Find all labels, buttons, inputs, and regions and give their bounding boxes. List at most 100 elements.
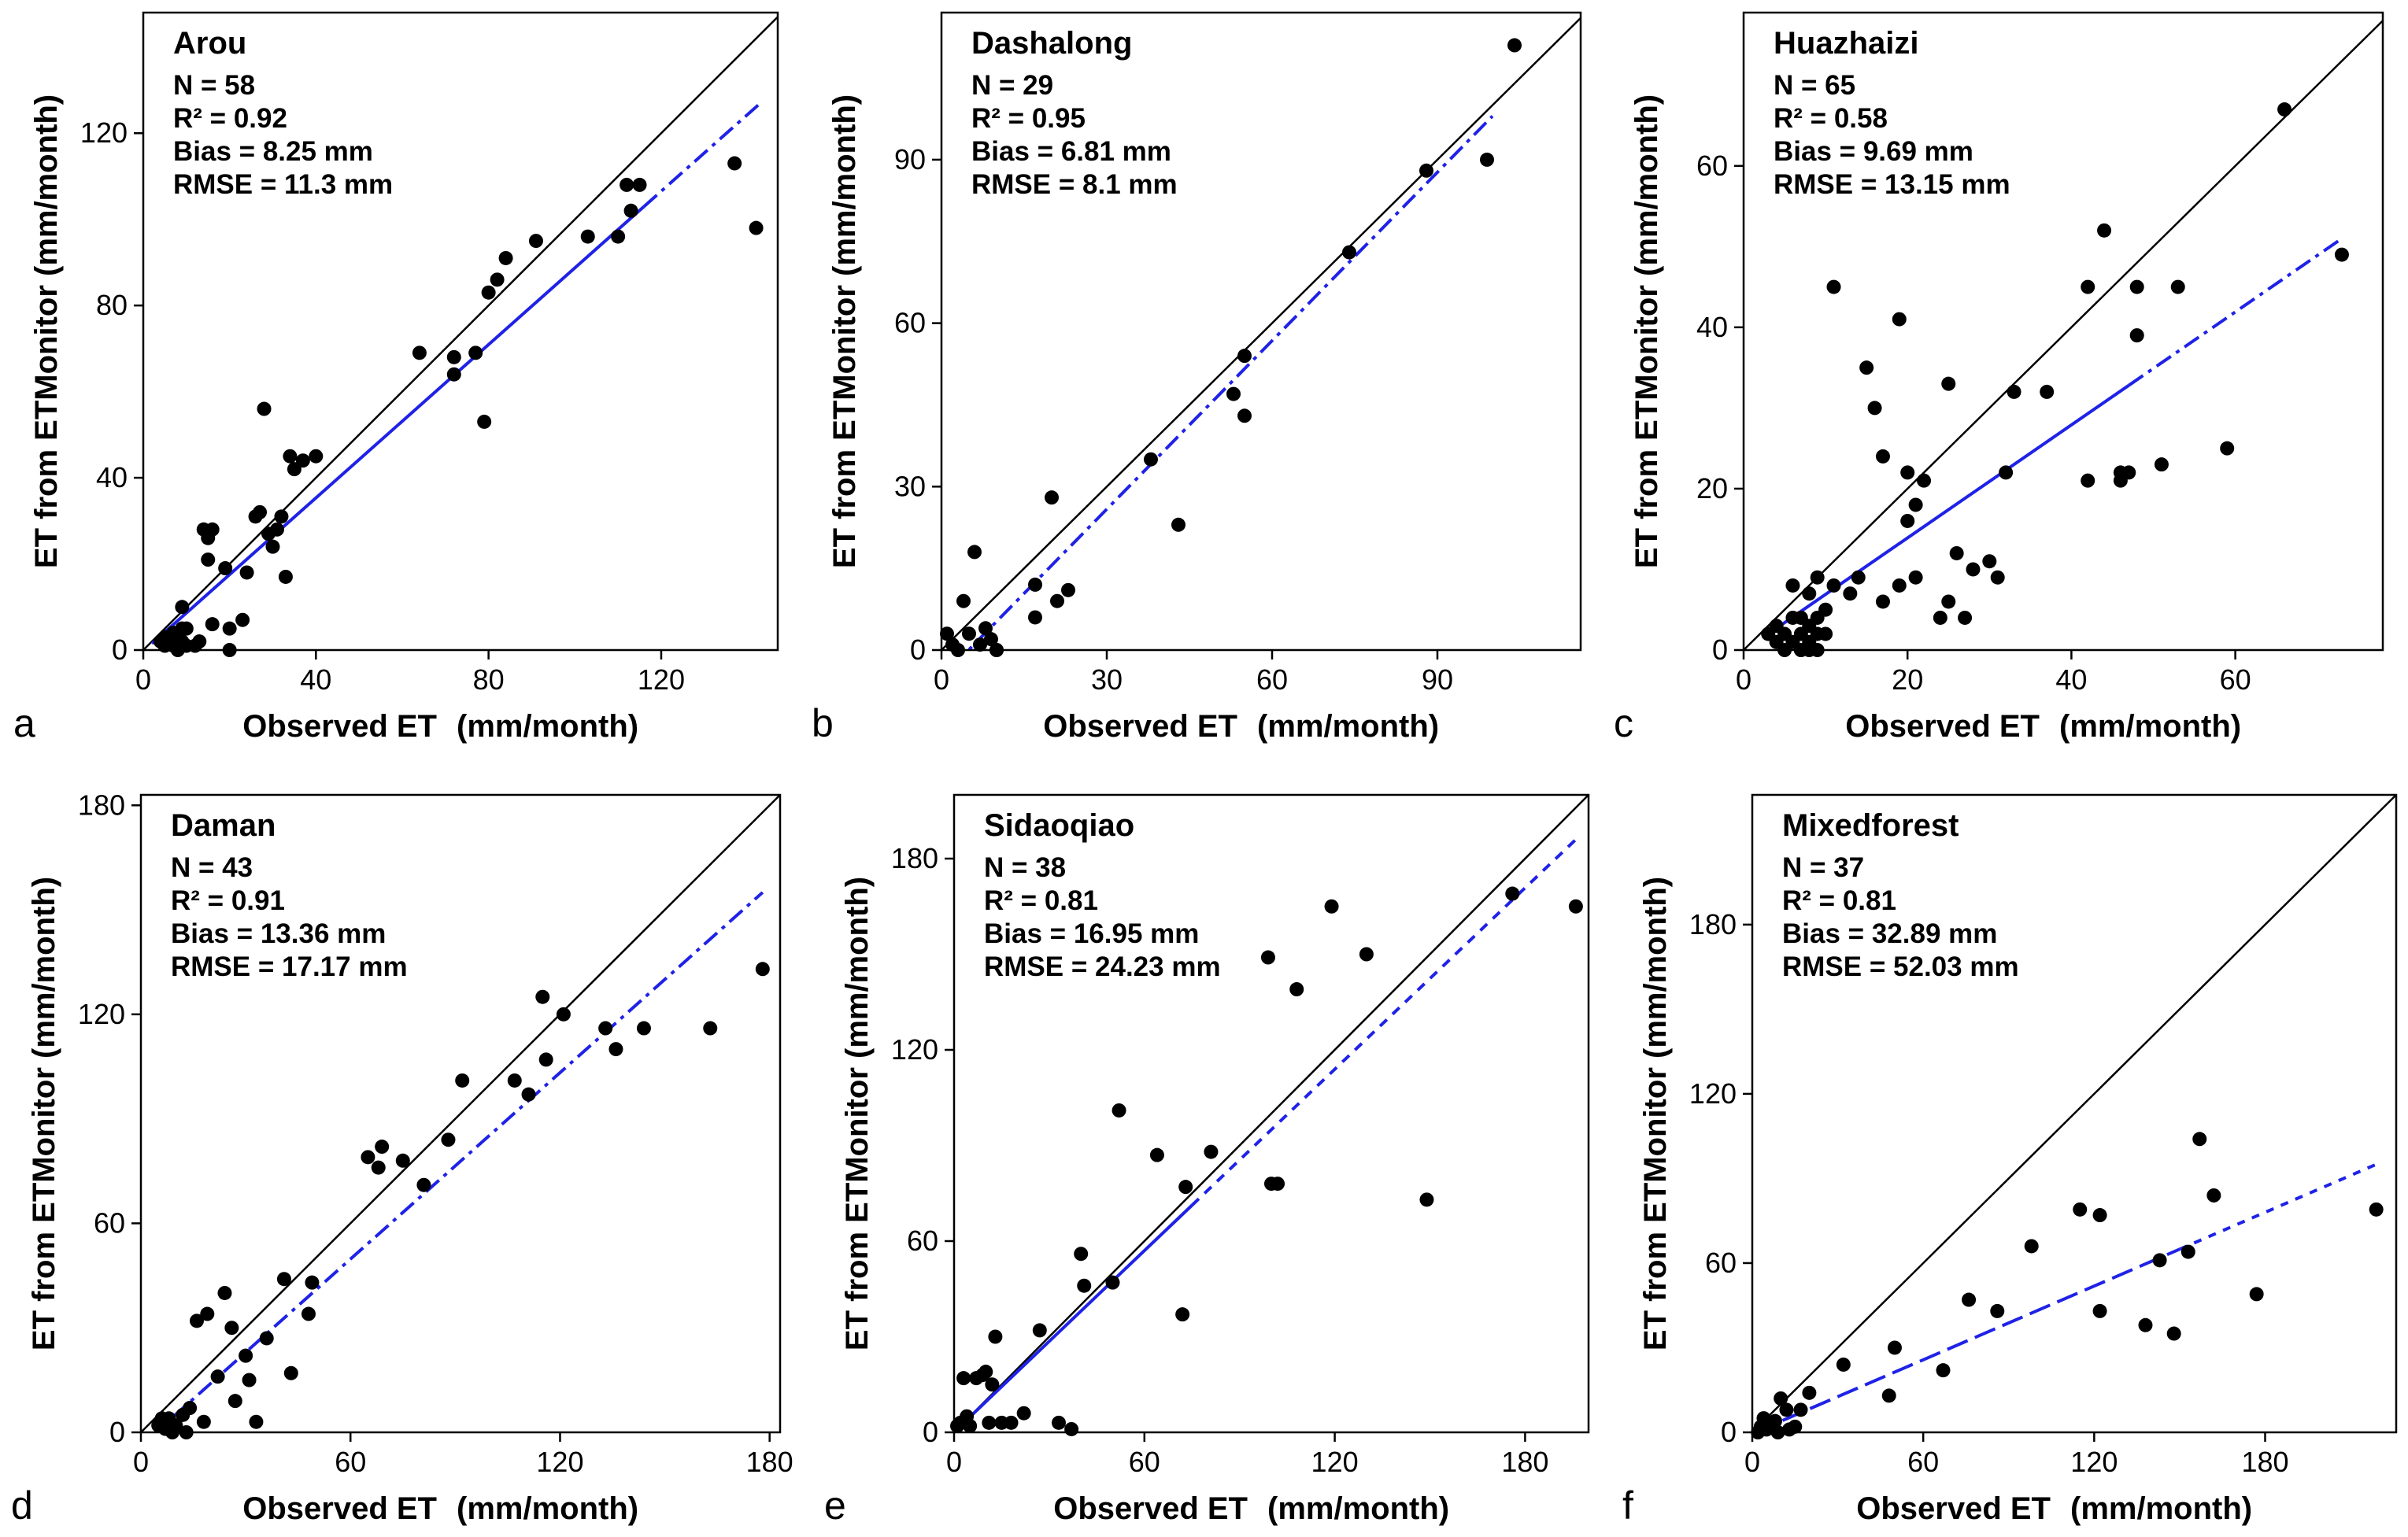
data-point <box>1204 1144 1219 1159</box>
data-point <box>978 621 993 636</box>
data-point <box>477 414 492 429</box>
x-tick-label: 20 <box>1892 663 1923 696</box>
data-point <box>416 1177 431 1192</box>
x-tick-label: 60 <box>2220 663 2251 696</box>
data-point <box>1171 517 1186 532</box>
data-point <box>205 522 220 537</box>
plot-frame <box>940 11 1582 652</box>
stat-line: RMSE = 11.3 mm <box>173 169 393 200</box>
data-point <box>1507 38 1522 53</box>
data-point <box>1908 497 1923 512</box>
y-tick-label: 60 <box>1705 1247 1737 1279</box>
x-tick-label: 60 <box>1256 663 1288 696</box>
x-tick-label: 0 <box>135 663 151 696</box>
x-tick-label: 120 <box>1311 1446 1359 1478</box>
data-point <box>1144 452 1158 467</box>
data-point <box>1568 899 1583 914</box>
x-axis-unit: (mm/month) <box>2059 709 2241 744</box>
data-point <box>1990 1303 2005 1318</box>
data-point <box>1028 577 1042 592</box>
identity-line <box>1752 795 2396 1432</box>
data-point <box>1271 1177 1285 1192</box>
data-point <box>179 621 194 636</box>
x-tick-label: 60 <box>1907 1446 1939 1478</box>
data-point <box>1324 899 1339 914</box>
fit-line-short-dash <box>2179 1162 2377 1251</box>
x-tick-label: 120 <box>638 663 685 696</box>
data-point <box>249 1414 264 1429</box>
data-point <box>749 220 764 235</box>
data-point <box>1178 1180 1193 1195</box>
panel-letter: f <box>1622 1483 1633 1528</box>
data-point <box>1941 594 1956 609</box>
y-tick-label: 80 <box>96 289 128 321</box>
identity-line <box>1744 20 2383 650</box>
y-tick-label: 0 <box>109 1416 125 1448</box>
x-tick-label: 180 <box>1501 1446 1548 1478</box>
data-point <box>2040 384 2055 399</box>
data-point <box>1990 570 2005 585</box>
stat-line: Bias = 9.69 mm <box>1774 136 1973 167</box>
data-point <box>636 1021 651 1036</box>
x-axis-label: Observed ET <box>1856 1491 2051 1526</box>
data-point <box>1892 578 1907 593</box>
data-point <box>1004 1415 1019 1430</box>
plot-frame <box>952 793 1590 1434</box>
data-point <box>528 234 543 249</box>
y-tick-label: 90 <box>894 143 926 175</box>
data-point <box>1818 626 1833 641</box>
data-point <box>1237 408 1252 423</box>
stat-line: RMSE = 13.15 mm <box>1774 169 2010 200</box>
data-point <box>218 561 233 576</box>
y-tick-label: 60 <box>894 307 926 339</box>
data-point <box>1051 1415 1066 1430</box>
plot-frame <box>139 793 782 1434</box>
data-point <box>1260 950 1275 965</box>
panel-letter: c <box>1614 701 1633 745</box>
data-point <box>1061 582 1075 597</box>
data-point <box>978 1365 993 1380</box>
data-point <box>1810 570 1825 585</box>
data-point <box>2334 247 2349 262</box>
y-tick-label: 0 <box>112 634 128 666</box>
stat-line: R² = 0.81 <box>984 885 1098 916</box>
data-point <box>2181 1244 2195 1259</box>
x-axis-label: Observed ET <box>242 709 437 744</box>
data-point <box>1175 1307 1190 1322</box>
data-point <box>283 449 298 464</box>
y-tick-label: 0 <box>923 1416 938 1448</box>
data-point <box>521 1087 536 1102</box>
data-point <box>239 565 254 580</box>
stat-line: RMSE = 24.23 mm <box>984 951 1221 982</box>
data-point <box>1936 1363 1951 1378</box>
data-point <box>1788 1419 1803 1434</box>
data-point <box>295 453 310 468</box>
data-point <box>287 462 301 477</box>
panel-title: Huazhaizi <box>1774 26 1918 61</box>
stat-line: R² = 0.58 <box>1774 103 1888 134</box>
x-axis-unit: (mm/month) <box>1267 1491 1449 1526</box>
y-axis-label: ET from ETMonitor (mm/month) <box>1629 94 1664 568</box>
y-tick-label: 40 <box>96 461 128 493</box>
data-point <box>375 1140 390 1155</box>
data-point <box>222 621 237 636</box>
y-tick-label: 30 <box>894 470 926 502</box>
data-point <box>1887 1340 1902 1355</box>
x-tick-label: 0 <box>1736 663 1751 696</box>
data-point <box>257 401 272 416</box>
stat-line: N = 37 <box>1782 852 1864 883</box>
data-point <box>1900 513 1915 528</box>
data-point <box>985 1377 1000 1392</box>
data-point <box>2152 1253 2167 1268</box>
data-point <box>217 1285 232 1300</box>
panel-letter: a <box>13 701 35 745</box>
data-point <box>703 1021 718 1036</box>
data-point <box>227 1394 242 1409</box>
data-point <box>2129 328 2144 343</box>
x-tick-label: 80 <box>473 663 505 696</box>
data-point <box>1077 1278 1092 1293</box>
data-point <box>168 1418 183 1433</box>
data-point <box>1793 1402 1808 1417</box>
y-tick-label: 120 <box>1689 1077 1737 1110</box>
